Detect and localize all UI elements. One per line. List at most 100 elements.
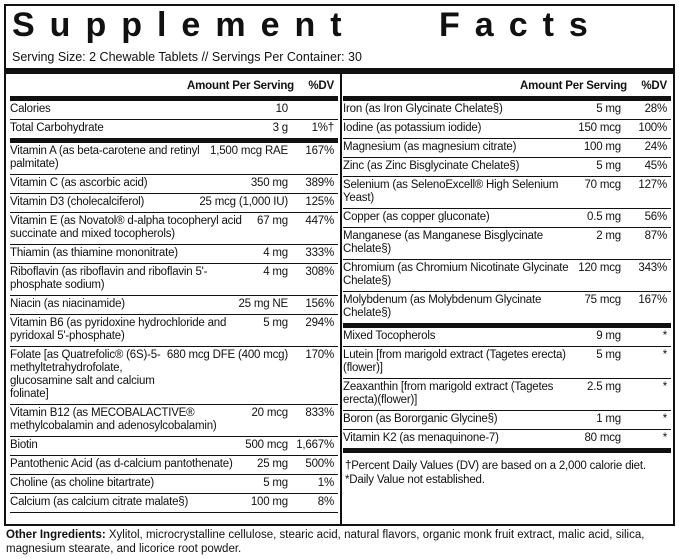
amount: 20 mcg: [251, 407, 288, 419]
amount: 2 mg: [596, 230, 621, 242]
left-column: Amount Per Serving %DV Calories 10 Total Car…: [10, 78, 338, 513]
amount: 5 mg: [263, 477, 288, 489]
amount: 5 mg: [263, 317, 288, 329]
nutrient-name: Pantothenic Acid (as d-calcium pantothen…: [10, 458, 233, 470]
nutrient-name: Zinc (as Zinc Bisglycinate Chelate§): [343, 160, 520, 172]
dv-header: %DV: [641, 80, 667, 92]
daily-value: 45%: [644, 160, 668, 172]
dv-header: %DV: [308, 80, 334, 92]
amount: 5 mg: [596, 160, 621, 172]
daily-value: 87%: [644, 230, 668, 242]
nutrient-name: Chromium (as Chromium Nicotinate Glycina…: [343, 262, 569, 287]
nutrient-row: Niacin (as niacinamide) 25 mg NE 156%: [10, 296, 338, 315]
nutrient-row: Calories 10: [10, 101, 338, 120]
amount-header: Amount Per Serving: [187, 80, 294, 92]
daily-value: [294, 103, 338, 116]
footnotes: †Percent Daily Values (DV) are based on …: [343, 453, 671, 493]
amount: 680 mcg DFE (400 mcg): [166, 349, 288, 361]
daily-value: 156%: [305, 298, 334, 310]
nutrient-row: Vitamin D3 (cholecalciferol) 25 mcg (1,00…: [10, 194, 338, 213]
daily-value: *: [662, 413, 667, 425]
nutrient-name: Vitamin B6 (as pyridoxine hydrochloride …: [10, 317, 227, 342]
amount: 350 mg: [250, 177, 288, 189]
nutrient-row: Zinc (as Zinc Bisglycinate Chelate§) 5 mg…: [343, 158, 671, 177]
amount: 25 mg NE: [238, 298, 288, 310]
daily-value: 333%: [305, 247, 334, 259]
nutrient-name: Calories: [10, 103, 51, 115]
serving: Serving Size: 2 Chewable Tablets // Serv…: [12, 50, 362, 64]
daily-value: 125%: [305, 196, 334, 208]
nutrient-row: Mixed Tocopherols 9 mg *: [343, 328, 671, 347]
nutrient-name: Vitamin K2 (as menaquinone-7): [343, 432, 499, 444]
daily-value: 127%: [638, 179, 667, 191]
nutrient-row: Boron (as Bororganic Glycine§) 1 mg *: [343, 411, 671, 430]
nutrient-row: Chromium (as Chromium Nicotinate Glycina…: [343, 260, 671, 292]
daily-value: 833%: [305, 407, 334, 419]
nutrient-name: Total Carbohydrate: [10, 122, 104, 134]
amount: 25 mcg (1,000 IU): [199, 196, 288, 208]
nutrient-name: Manganese (as Manganese Bisglycinate Che…: [343, 230, 543, 255]
daily-value: 1%†: [311, 122, 335, 134]
daily-value: 167%: [305, 145, 334, 157]
nutrient-name: Copper (as copper gluconate): [343, 211, 490, 223]
amount: 80 mcg: [584, 432, 621, 444]
column-header: Amount Per Serving %DV: [10, 78, 338, 101]
nutrient-row: Choline (as choline bitartrate) 5 mg 1%: [10, 475, 338, 494]
nutrient-name: Vitamin C (as ascorbic acid): [10, 177, 148, 189]
daily-value: 100%: [638, 122, 667, 134]
daily-value: 343%: [638, 262, 667, 274]
nutrient-name: Vitamin E (as Novatol® d-alpha tocophery…: [10, 215, 242, 240]
nutrient-row: Vitamin C (as ascorbic acid) 350 mg 389%: [10, 175, 338, 194]
nutrient-row: Manganese (as Manganese Bisglycinate Che…: [343, 228, 671, 260]
amount: 0.5 mg: [587, 211, 621, 223]
rule: [6, 68, 673, 74]
nutrient-name: Thiamin (as thiamine mononitrate): [10, 247, 178, 259]
nutrient-name: Molybdenum (as Molybdenum Glycinate Chel…: [343, 294, 542, 319]
nutrient-row: Calcium (as calcium citrate malate§) 100 …: [10, 494, 338, 513]
nutrient-name: Mixed Tocopherols: [343, 330, 436, 342]
daily-value: 389%: [305, 177, 334, 189]
nutrient-name: Vitamin A (as beta-carotene and retinyl …: [10, 145, 200, 170]
other-ingredients: Other Ingredients: Xylitol, microcrystal…: [6, 528, 674, 556]
daily-value: 170%: [305, 349, 334, 361]
nutrient-name: Vitamin B12 (as MECOBALACTIVE® methylcob…: [10, 407, 217, 432]
amount: 5 mg: [596, 103, 621, 115]
daily-value: 308%: [305, 266, 334, 278]
nutrient-name: Calcium (as calcium citrate malate§): [10, 496, 189, 508]
title: Supplement Facts: [12, 6, 603, 44]
daily-value: 294%: [305, 317, 334, 329]
daily-value: 28%: [644, 103, 668, 115]
amount: 5 mg: [596, 349, 621, 361]
nutrient-name: Iodine (as potassium iodide): [343, 122, 482, 134]
footnote: *Daily Value not established.: [345, 474, 485, 486]
amount: 500 mcg: [245, 439, 288, 451]
amount: 25 mg: [257, 458, 288, 470]
amount: 150 mcg: [578, 122, 621, 134]
amount: 100 mg: [583, 141, 621, 153]
amount: 4 mg: [263, 247, 288, 259]
amount: 100 mg: [250, 496, 288, 508]
daily-value: 24%: [644, 141, 668, 153]
amount: 3 g: [272, 122, 289, 134]
spacer: [343, 80, 520, 93]
nutrient-name: Magnesium (as magnesium citrate): [343, 141, 517, 153]
daily-value: 1%: [317, 477, 334, 489]
nutrient-row: Biotin 500 mcg 1,667%: [10, 437, 338, 456]
nutrient-row: Vitamin K2 (as menaquinone-7) 80 mcg *: [343, 430, 671, 453]
amount: 4 mg: [263, 266, 288, 278]
amount: 10: [275, 103, 289, 115]
daily-value: 500%: [305, 458, 334, 470]
nutrient-row: Thiamin (as thiamine mononitrate) 4 mg 333…: [10, 245, 338, 264]
nutrient-name: Selenium (as SelenoExcell® High Selenium…: [343, 179, 559, 204]
nutrient-name: Riboflavin (as riboflavin and riboflavin…: [10, 266, 208, 291]
daily-value: 1,667%: [296, 439, 334, 451]
column-header: Amount Per Serving %DV: [343, 78, 671, 101]
nutrient-row: Magnesium (as magnesium citrate) 100 mg 24…: [343, 139, 671, 158]
nutrient-row: Lutein [from marigold extract (Tagetes e…: [343, 347, 671, 379]
nutrient-name: Folate [as Quatrefolic® (6S)-5-methyltet…: [10, 349, 161, 400]
nutrient-row: Riboflavin (as riboflavin and riboflavin…: [10, 264, 338, 296]
nutrient-row: Selenium (as SelenoExcell® High Selenium…: [343, 177, 671, 209]
nutrient-name: Biotin: [10, 439, 38, 451]
right-column: Amount Per Serving %DV Iron (as Iron Glyci…: [343, 78, 671, 493]
